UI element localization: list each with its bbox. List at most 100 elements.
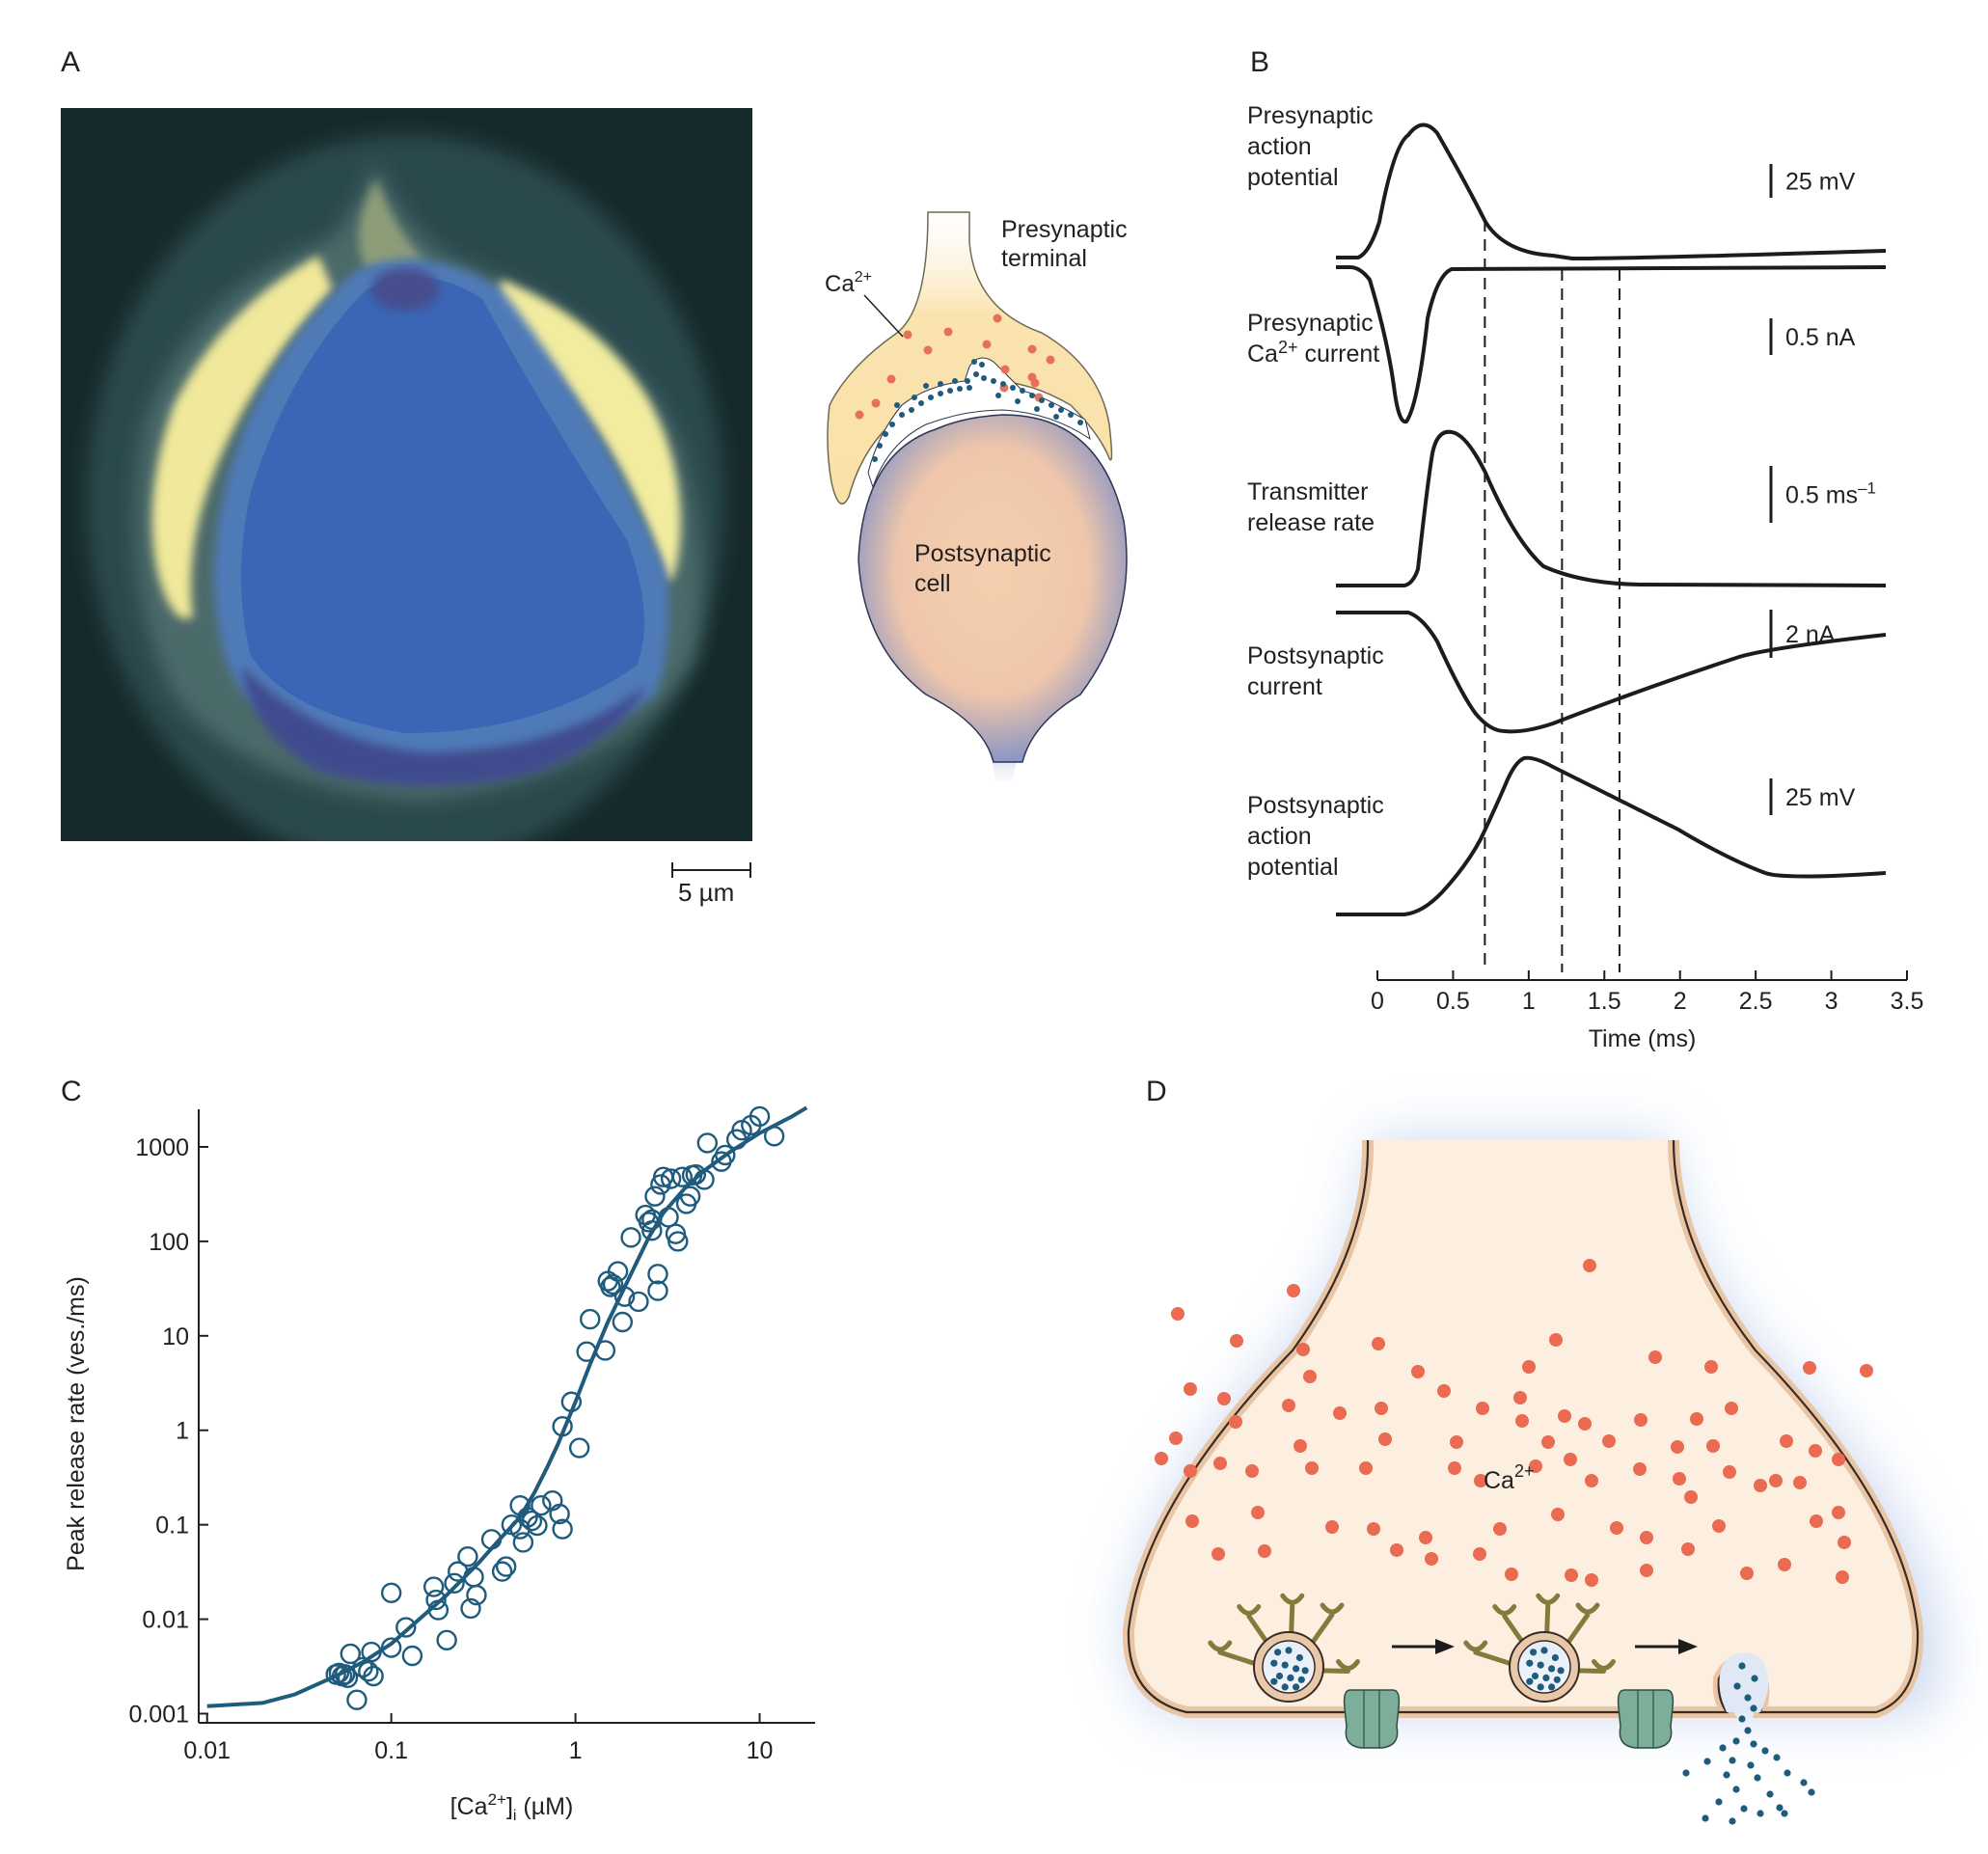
transmitter-dot [883,431,888,437]
synaptic-vesicles [1208,1593,1616,1703]
transmitter-dot [995,393,1001,398]
trace-labels: Presynaptic action potential Presynaptic Ca2… [1247,102,1384,881]
data-point [576,1341,597,1362]
transmitter-dot [1048,402,1054,408]
data-point [647,1280,668,1301]
calcium-ion [1832,1453,1845,1466]
calcium-ion [1690,1412,1703,1426]
data-point [340,1643,362,1665]
neurotransmitter-vesicle-dots [872,359,1083,462]
trace-label-1: Presynaptic action potential [1247,102,1374,191]
released-transmitter-molecule [1808,1788,1815,1796]
data-point [427,1599,449,1621]
released-transmitter-molecule [1800,1779,1808,1786]
transmitter-molecule [1270,1659,1278,1667]
transmitter-dot [889,422,895,427]
calcium-ion [1296,1343,1310,1356]
data-point [628,1291,649,1313]
scale-bar-value: 25 mV [1785,784,1856,811]
data-point [671,1166,693,1187]
calcium-channel [1617,1689,1675,1749]
transmitter-molecule [1281,1683,1289,1691]
calcium-ion [1640,1531,1653,1544]
data-point [660,1168,682,1189]
data-point [715,1144,736,1166]
calcium-ion [923,345,933,355]
transmitter-molecule [1526,1659,1534,1667]
transmitter-molecule [1293,1683,1300,1691]
calcium-ion [1425,1552,1438,1566]
calcium-ion [1000,365,1010,374]
transmitter-molecule [1530,1649,1538,1656]
transmitter-molecule [1285,1647,1293,1654]
trace-label-3: Transmitter release rate [1247,478,1375,536]
chart-axes: 0.01 0.1 1 10 0.001 0.01 0.1 1 10 100 1000 [128,1109,815,1764]
data-point [495,1556,517,1577]
data-point [542,1489,563,1512]
calcium-ion [1375,1402,1388,1415]
postsynaptic-cell-label: Postsynaptic cell [914,540,1058,597]
data-point [607,1261,629,1282]
data-point [650,1174,671,1195]
calcium-ion [1529,1459,1542,1473]
calcium-ion [1778,1558,1791,1571]
released-transmitter-molecule [1750,1740,1757,1748]
calcium-ion [1583,1259,1596,1272]
trace-label-5: Postsynaptic action potential [1247,792,1384,881]
calcium-ion [1372,1337,1385,1350]
transmitter-molecule [1542,1674,1550,1681]
calcium-ion [1258,1544,1271,1558]
calcium-ion [1558,1409,1571,1423]
calcium-ion [1333,1406,1347,1420]
y-tick-label: 10 [162,1323,189,1350]
calcium-ion [1245,1464,1259,1478]
data-point [638,1212,660,1233]
released-transmitter-molecule [1682,1769,1690,1777]
data-point [620,1227,641,1248]
calcium-ion [1549,1333,1563,1347]
tether-fork [1492,1604,1517,1616]
transmitter-dot [979,362,985,368]
y-tick-label: 1000 [135,1134,189,1161]
calcium-ion [1325,1520,1339,1534]
released-transmitter-molecule [1729,1817,1736,1825]
calcium-ion [1564,1453,1577,1466]
data-point [527,1514,548,1537]
data-point [512,1532,534,1553]
panel-b-label: B [1250,46,1270,78]
time-tick-label: 1.5 [1588,988,1621,1015]
data-point [667,1231,689,1252]
ca-label-d: Ca2+ [1484,1461,1535,1494]
transmitter-dot [909,407,914,413]
vesicle-membrane [1253,1631,1324,1703]
data-point [491,1561,513,1582]
calcium-ion [1505,1568,1518,1581]
tether-fork [1237,1604,1262,1616]
trace-curve-5 [1336,755,1887,916]
calcium-ion [1565,1568,1578,1582]
released-transmitter-molecule [1781,1810,1788,1817]
tether-stalk [1473,1650,1516,1668]
arrow-head [1435,1639,1455,1654]
calcium-ion [1551,1508,1565,1521]
tether-fork [1463,1640,1488,1652]
released-transmitter-molecule [1703,1758,1711,1765]
transmitter-dot [894,402,900,408]
data-point [380,1582,402,1603]
transmitter-molecule [1526,1677,1534,1685]
tether-fork [1280,1593,1305,1605]
calcium-ion [1184,1382,1197,1396]
scale-bar [671,862,751,878]
transmitter-molecule [1287,1674,1294,1681]
calcium-ion [1419,1531,1432,1544]
calcium-ion [999,383,1009,393]
transmitter-dot [971,359,977,365]
calcium-ion [1712,1519,1726,1533]
transmitter-molecule [1531,1672,1539,1680]
transmitter-dot [967,385,972,391]
calcium-ion [1515,1414,1529,1428]
tether-stalk [1288,1602,1295,1648]
